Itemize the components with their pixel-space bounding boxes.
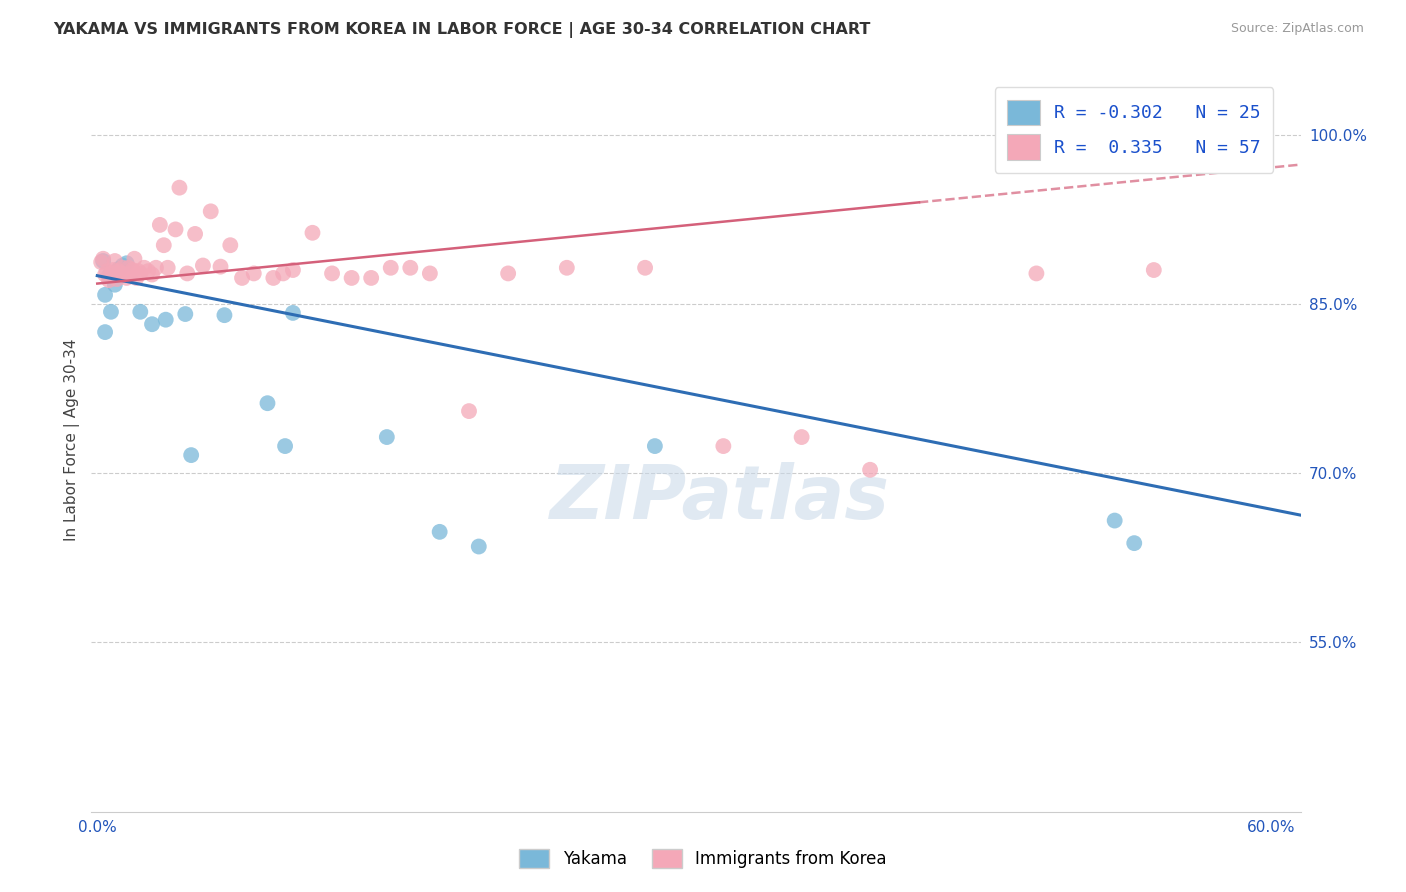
Point — [174, 307, 197, 321]
Point — [165, 222, 187, 236]
Point — [100, 305, 122, 319]
Point — [156, 260, 179, 275]
Point — [115, 256, 138, 270]
Point — [859, 463, 882, 477]
Point — [271, 267, 294, 281]
Point — [256, 396, 278, 410]
Point — [1143, 263, 1166, 277]
Point — [458, 404, 481, 418]
Point — [281, 306, 304, 320]
Point — [184, 227, 207, 241]
Point — [1025, 267, 1047, 281]
Point — [127, 264, 149, 278]
Point — [209, 260, 232, 274]
Point — [399, 260, 422, 275]
Point — [100, 267, 122, 281]
Point — [321, 267, 343, 281]
Point — [134, 260, 156, 275]
Point — [90, 255, 112, 269]
Point — [380, 260, 402, 275]
Point — [129, 305, 152, 319]
Point — [231, 271, 253, 285]
Point — [91, 254, 114, 268]
Legend: Yakama, Immigrants from Korea: Yakama, Immigrants from Korea — [513, 842, 893, 875]
Point — [155, 312, 177, 326]
Point — [129, 267, 152, 281]
Point — [711, 439, 734, 453]
Point — [214, 308, 236, 322]
Point — [496, 267, 519, 281]
Point — [219, 238, 242, 252]
Point — [281, 263, 304, 277]
Point — [114, 268, 136, 282]
Point — [94, 268, 117, 282]
Point — [141, 268, 163, 282]
Point — [141, 317, 163, 331]
Point — [96, 264, 118, 278]
Point — [107, 261, 129, 276]
Point — [301, 226, 323, 240]
Point — [274, 439, 297, 453]
Point — [634, 260, 657, 275]
Point — [555, 260, 578, 275]
Point — [124, 252, 146, 266]
Text: ZIPatlas: ZIPatlas — [550, 462, 890, 535]
Point — [1123, 536, 1146, 550]
Point — [152, 238, 174, 252]
Point — [111, 260, 134, 275]
Point — [91, 252, 114, 266]
Point — [191, 259, 214, 273]
Point — [104, 254, 127, 268]
Point — [125, 271, 148, 285]
Point — [98, 268, 121, 283]
Point — [644, 439, 666, 453]
Point — [419, 267, 441, 281]
Point — [111, 259, 134, 273]
Point — [360, 834, 382, 848]
Point — [429, 524, 451, 539]
Point — [117, 260, 139, 275]
Point — [262, 271, 284, 285]
Point — [468, 540, 491, 554]
Point — [107, 264, 129, 278]
Point — [176, 267, 198, 281]
Point — [105, 272, 128, 286]
Point — [101, 263, 124, 277]
Point — [121, 263, 143, 277]
Point — [790, 430, 813, 444]
Point — [120, 267, 142, 281]
Point — [94, 288, 117, 302]
Point — [98, 273, 121, 287]
Point — [94, 325, 117, 339]
Point — [136, 264, 159, 278]
Point — [115, 271, 138, 285]
Point — [375, 430, 398, 444]
Point — [104, 277, 127, 292]
Point — [340, 271, 363, 285]
Legend: R = -0.302   N = 25, R =  0.335   N = 57: R = -0.302 N = 25, R = 0.335 N = 57 — [994, 87, 1274, 172]
Point — [243, 267, 266, 281]
Point — [145, 260, 167, 275]
Point — [200, 204, 222, 219]
Point — [360, 271, 382, 285]
Point — [180, 448, 202, 462]
Point — [169, 180, 191, 194]
Point — [149, 218, 172, 232]
Point — [110, 267, 132, 281]
Text: YAKAMA VS IMMIGRANTS FROM KOREA IN LABOR FORCE | AGE 30-34 CORRELATION CHART: YAKAMA VS IMMIGRANTS FROM KOREA IN LABOR… — [53, 22, 870, 38]
Y-axis label: In Labor Force | Age 30-34: In Labor Force | Age 30-34 — [65, 338, 80, 541]
Text: Source: ZipAtlas.com: Source: ZipAtlas.com — [1230, 22, 1364, 36]
Point — [1104, 514, 1126, 528]
